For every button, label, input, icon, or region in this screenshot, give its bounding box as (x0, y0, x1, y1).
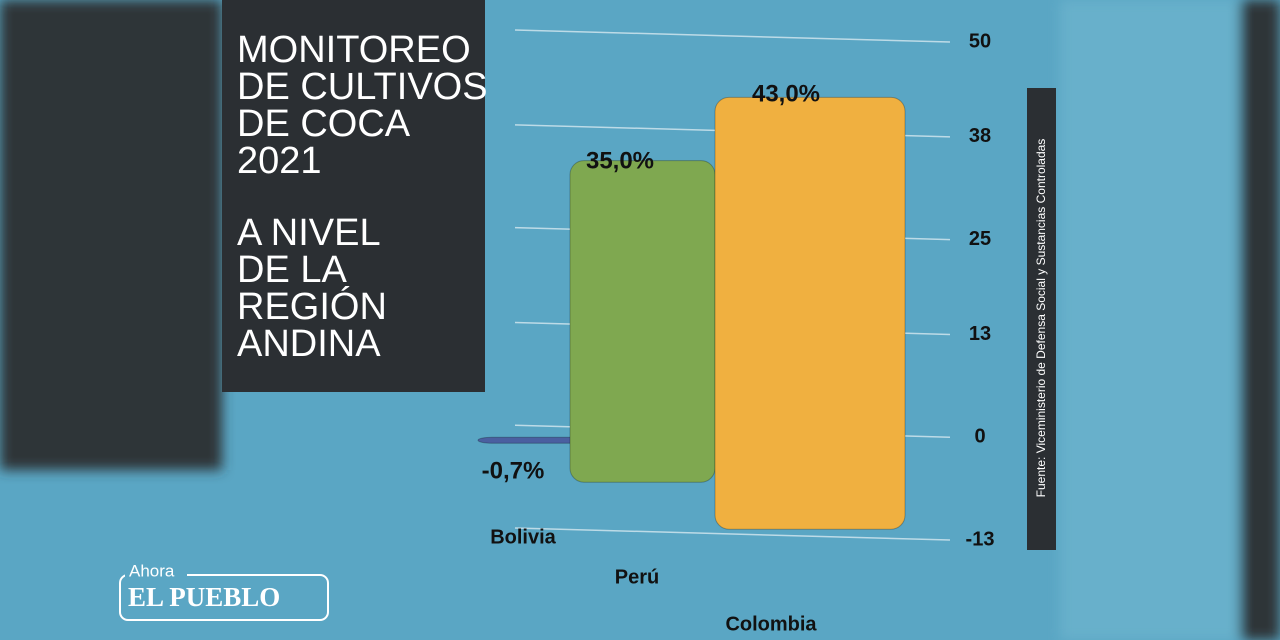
y-tick-label: 50 (969, 30, 991, 52)
chart: 50 38 25 13 0 -13 -0,7% Bolivia 35,0% Perú 43,0% Co… (477, 29, 995, 635)
grid-line (514, 29, 951, 43)
y-tick-label: 0 (974, 426, 985, 448)
subtitle-line: DE LA (237, 249, 347, 291)
bar (714, 96, 906, 530)
bar (569, 160, 716, 483)
y-tick-label: 13 (969, 323, 991, 345)
logo: Ahora EL PUEBLO (119, 561, 329, 621)
logo-frame (119, 574, 329, 621)
grid-line (514, 527, 951, 541)
x-tick-label: Bolivia (490, 526, 556, 548)
logo-name: EL PUEBLO (128, 582, 280, 612)
subtitle-line: A NIVEL (237, 212, 381, 254)
x-tick-label: Perú (615, 566, 659, 588)
y-tick-label: 38 (969, 125, 991, 147)
y-tick-label: 25 (969, 228, 991, 250)
value-label: 35,0% (586, 147, 654, 174)
bar (477, 436, 584, 444)
y-tick-label: -13 (966, 528, 995, 550)
source: Fuente: Viceministerio de Defensa Social… (1034, 139, 1048, 498)
subtitle-line: ANDINA (237, 323, 381, 365)
title-panel (222, 0, 485, 392)
title-line: DE COCA (237, 103, 411, 145)
value-label: -0,7% (482, 457, 545, 484)
value-label: 43,0% (752, 80, 820, 107)
title-line: DE CULTIVOS (237, 66, 488, 108)
title-line: MONITOREO (237, 29, 471, 71)
x-tick-label: Colombia (725, 613, 817, 635)
logo-gap (125, 565, 187, 579)
source-panel (1027, 88, 1056, 550)
title-line: 2021 (237, 140, 322, 182)
subtitle-line: REGIÓN (237, 285, 387, 328)
logo-top: Ahora (129, 561, 175, 580)
